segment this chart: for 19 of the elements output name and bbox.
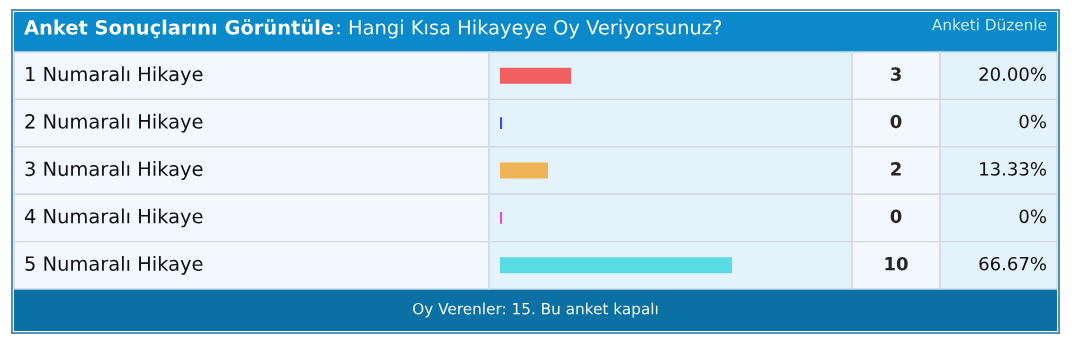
text: 0 [890, 209, 902, 224]
chart-subtitle: : Hangi Kısa Hikayeye Oy Veriyorsunuz? [337, 19, 721, 39]
text: Anket Sonuçlarını Görüntüle [24, 19, 334, 39]
y-tick-label: 1 Numaralı Hikaye [26, 66, 203, 86]
y-tick-label: 3 Numaralı Hikaye [25, 161, 203, 180]
y-tick-label: 5 Numaralı Hikaye [25, 255, 203, 275]
data-label: 13.33% [980, 162, 1046, 176]
data-label: 0% [1019, 114, 1046, 129]
text: Oy Verenler: 15. Bu anket kapalı [413, 302, 658, 318]
y-tick-label: 2 Numaralı Hikaye [25, 113, 203, 133]
data-label: 66.67% [979, 256, 1046, 271]
text: 3 [890, 67, 901, 81]
data-label: 0% [1019, 209, 1046, 224]
y-tick-label: 4 Numaralı Hikaye [24, 208, 203, 228]
text: 10 [885, 256, 908, 271]
data-label: 20.00% [979, 67, 1046, 81]
text: 2 [891, 162, 901, 176]
text: 0 [890, 114, 902, 129]
text: Anketi Düzenle [932, 18, 1047, 31]
